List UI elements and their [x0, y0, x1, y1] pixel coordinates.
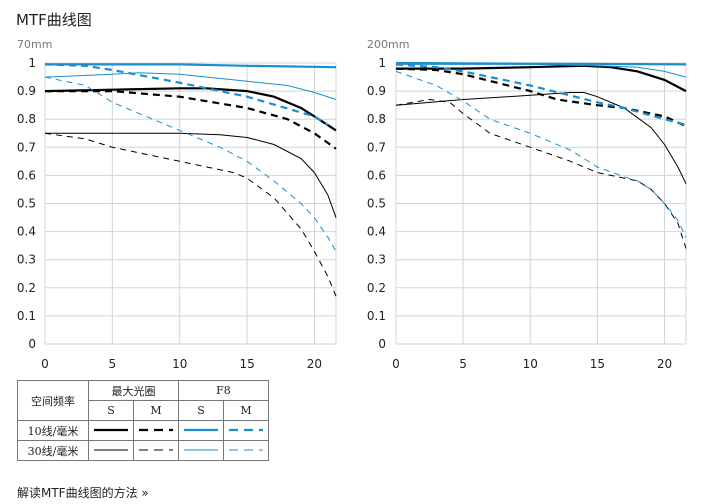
x-tick-label: 10 — [523, 357, 538, 371]
legend-swatch — [178, 420, 224, 441]
y-tick-label: 0.9 — [17, 84, 36, 98]
legend-line-icon — [229, 428, 263, 432]
series-line — [45, 63, 337, 69]
y-tick-label: 0.3 — [17, 253, 36, 267]
legend-header-frequency: 空间频率 — [17, 380, 89, 421]
legend-header-max-aperture: 最大光圈 — [88, 380, 179, 401]
x-tick-label: 20 — [307, 357, 322, 371]
legend-header-f8: F8 — [178, 380, 269, 401]
series-line — [396, 64, 687, 93]
y-tick-label: 0.7 — [367, 140, 386, 154]
page-title: MTF曲线图 — [16, 11, 92, 29]
y-tick-label: 0.5 — [367, 197, 386, 211]
legend-line-icon — [139, 428, 173, 432]
series-line — [395, 92, 687, 185]
y-tick-label: 1 — [28, 56, 36, 70]
legend-m: M — [223, 400, 269, 421]
legend-row-10: 10线/毫米 — [17, 420, 89, 441]
y-tick-label: 0.2 — [367, 281, 386, 295]
mtf-guide-link[interactable]: 解读MTF曲线图的方法 » — [17, 486, 149, 500]
legend-swatch — [88, 420, 134, 441]
y-tick-label: 0.2 — [17, 281, 36, 295]
series-line — [44, 132, 337, 297]
series-line — [44, 72, 337, 100]
legend-swatch — [223, 420, 269, 441]
y-tick-label: 0.4 — [367, 225, 386, 239]
legend-line-icon — [229, 449, 263, 451]
series-line — [45, 132, 337, 218]
x-tick-label: 0 — [41, 357, 49, 371]
legend-line-icon — [94, 428, 128, 432]
legend-table: 空间频率 最大光圈 F8 S M S M 10线/毫米 30线/毫米 — [17, 380, 269, 461]
mtf-chart-200mm: 00.10.20.30.40.50.60.70.80.910 5 10 15 20 — [367, 56, 687, 371]
y-tick-label: 0.1 — [367, 309, 386, 323]
y-tick-label: 0 — [28, 337, 36, 351]
series-line — [44, 63, 329, 126]
legend-line-icon — [139, 449, 173, 451]
legend-swatch — [178, 440, 224, 461]
legend-m: M — [133, 400, 179, 421]
y-tick-label: 0.8 — [367, 112, 386, 126]
mtf-chart-70mm: 00.10.20.30.40.50.60.70.80.910 5 10 15 20 — [17, 56, 337, 371]
series-line — [395, 61, 687, 66]
y-tick-label: 1 — [378, 56, 386, 70]
legend-swatch — [133, 420, 179, 441]
chart-title-200mm: 200mm — [367, 38, 410, 51]
x-tick-label: 5 — [109, 357, 117, 371]
y-tick-label: 0.8 — [17, 112, 36, 126]
series-line — [395, 98, 687, 249]
y-tick-label: 0.6 — [367, 168, 386, 182]
legend-line-icon — [184, 428, 218, 432]
y-tick-label: 0.1 — [17, 309, 36, 323]
series-line — [395, 67, 687, 128]
x-tick-label: 0 — [392, 357, 400, 371]
legend-row-30: 30线/毫米 — [17, 440, 89, 461]
y-tick-label: 0.7 — [17, 140, 36, 154]
y-tick-label: 0.5 — [17, 197, 36, 211]
x-tick-label: 10 — [172, 357, 187, 371]
legend-s: S — [178, 400, 224, 421]
legend-line-icon — [184, 449, 218, 451]
legend-swatch — [133, 440, 179, 461]
y-tick-label: 0.6 — [17, 168, 36, 182]
series-line — [44, 87, 337, 132]
x-tick-label: 15 — [590, 357, 605, 371]
legend-line-icon — [94, 449, 128, 451]
y-tick-label: 0.3 — [367, 253, 386, 267]
chart-title-70mm: 70mm — [17, 38, 53, 51]
legend-s: S — [88, 400, 134, 421]
series-line — [44, 76, 337, 252]
series-line — [395, 63, 687, 126]
x-tick-label: 5 — [459, 357, 467, 371]
x-tick-label: 20 — [657, 357, 672, 371]
y-tick-label: 0.4 — [17, 225, 36, 239]
y-tick-label: 0 — [378, 337, 386, 351]
series-line — [395, 70, 687, 238]
series-line — [396, 63, 687, 78]
x-tick-label: 15 — [239, 357, 254, 371]
legend-swatch — [88, 440, 134, 461]
y-tick-label: 0.9 — [367, 84, 386, 98]
legend-swatch — [223, 440, 269, 461]
